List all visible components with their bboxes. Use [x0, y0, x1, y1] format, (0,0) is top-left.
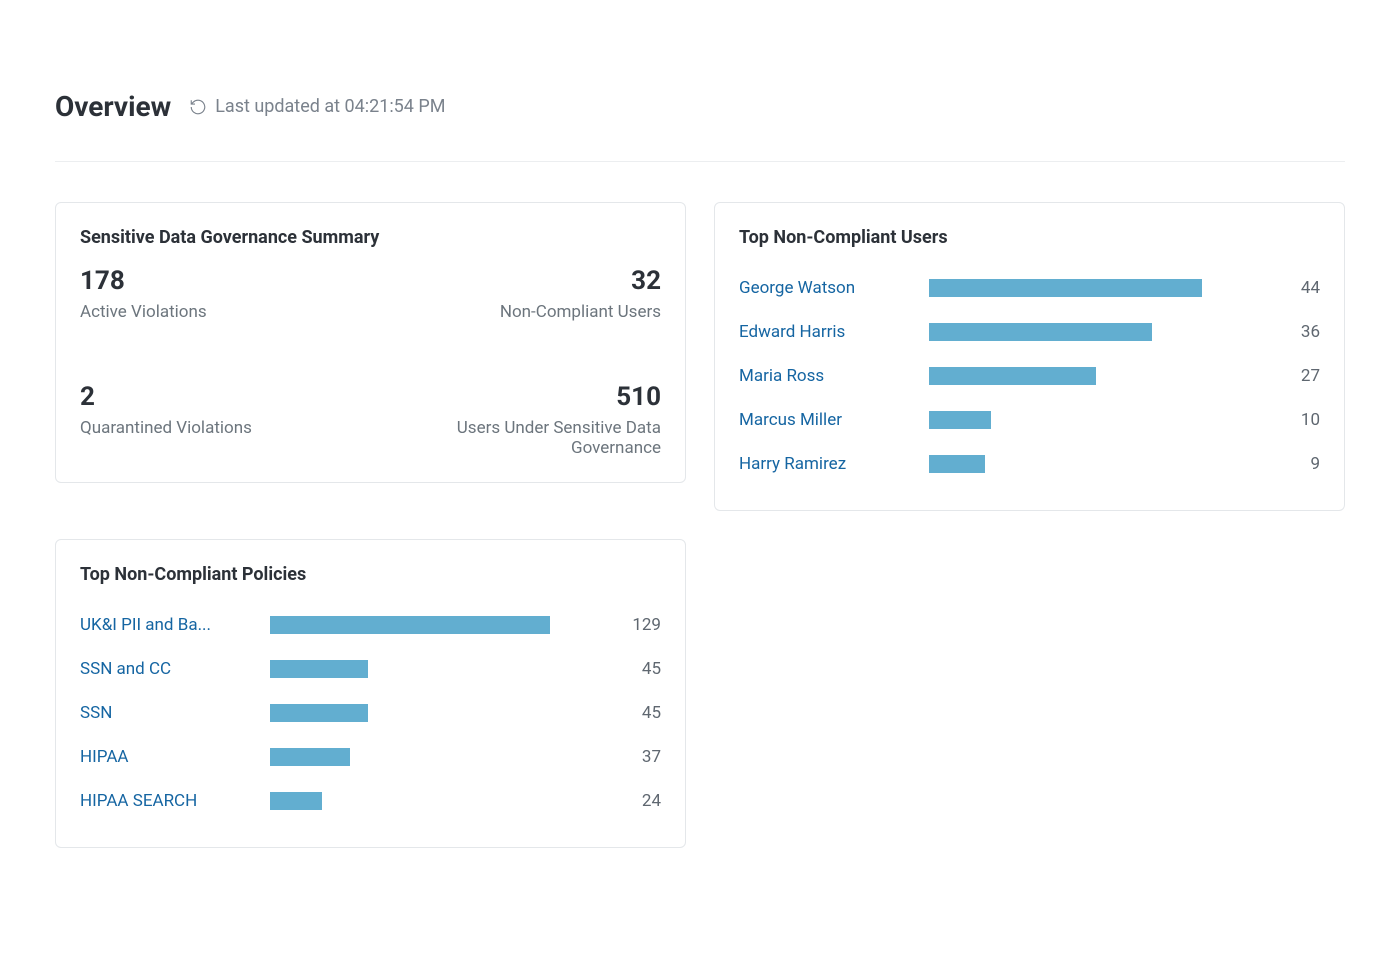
bar-fill: [929, 411, 991, 429]
bar-fill: [929, 367, 1096, 385]
bar-fill: [929, 323, 1152, 341]
bar-fill: [270, 748, 350, 766]
bar-value: 36: [1270, 322, 1320, 342]
metric-value: 2: [80, 382, 371, 412]
last-updated-text: Last updated at 04:21:54 PM: [215, 96, 445, 117]
bar-fill: [929, 279, 1202, 297]
bar-value: 24: [611, 791, 661, 811]
bar-fill: [270, 660, 368, 678]
bar-label-link[interactable]: Harry Ramirez: [739, 454, 929, 474]
page-title: Overview: [55, 90, 171, 123]
policies-card-title: Top Non-Compliant Policies: [80, 564, 661, 585]
bar-track: [929, 411, 1270, 429]
bar-track: [929, 455, 1270, 473]
bar-value: 129: [611, 615, 661, 635]
bar-track: [270, 616, 611, 634]
bar-label-link[interactable]: HIPAA: [80, 747, 270, 767]
bar-label-link[interactable]: Edward Harris: [739, 322, 929, 342]
bar-track: [929, 367, 1270, 385]
bar-value: 10: [1270, 410, 1320, 430]
bar-label-link[interactable]: George Watson: [739, 278, 929, 298]
page-container: Overview Last updated at 04:21:54 PM Sen…: [0, 0, 1400, 966]
bar-row: Marcus Miller 10: [739, 398, 1320, 442]
summary-card-title: Sensitive Data Governance Summary: [80, 227, 661, 248]
summary-metric: 2 Quarantined Violations: [80, 382, 371, 458]
policies-card: Top Non-Compliant Policies UK&I PII and …: [55, 539, 686, 848]
users-bar-list: George Watson 44 Edward Harris 36 Maria Ross…: [739, 266, 1320, 486]
metric-label: Non-Compliant Users: [500, 302, 661, 322]
metric-value: 510: [616, 382, 661, 412]
metric-label: Active Violations: [80, 302, 371, 322]
bar-value: 45: [611, 703, 661, 723]
metric-value: 32: [631, 266, 661, 296]
bar-row: SSN and CC 45: [80, 647, 661, 691]
bar-label-link[interactable]: HIPAA SEARCH: [80, 791, 270, 811]
bar-value: 9: [1270, 454, 1320, 474]
dashboard-grid: Sensitive Data Governance Summary 178 Act…: [55, 202, 1345, 848]
bar-row: George Watson 44: [739, 266, 1320, 310]
page-header: Overview Last updated at 04:21:54 PM: [55, 90, 1345, 162]
users-card-title: Top Non-Compliant Users: [739, 227, 1320, 248]
bar-value: 37: [611, 747, 661, 767]
bar-track: [929, 323, 1270, 341]
summary-metric: 178 Active Violations: [80, 266, 371, 322]
bar-fill: [929, 455, 985, 473]
summary-metric: 32 Non-Compliant Users: [371, 266, 662, 322]
metric-value: 178: [80, 266, 371, 296]
bar-fill: [270, 792, 322, 810]
last-updated-prefix: Last updated at: [215, 96, 344, 117]
bar-track: [929, 279, 1270, 297]
last-updated-group[interactable]: Last updated at 04:21:54 PM: [189, 96, 445, 117]
summary-metrics-grid: 178 Active Violations 32 Non-Compliant User…: [80, 266, 661, 458]
bar-label-link[interactable]: Maria Ross: [739, 366, 929, 386]
summary-card: Sensitive Data Governance Summary 178 Act…: [55, 202, 686, 483]
bar-fill: [270, 704, 368, 722]
policies-bar-list: UK&I PII and Ba... 129 SSN and CC 45 SSN 45 HI…: [80, 603, 661, 823]
bar-value: 44: [1270, 278, 1320, 298]
bar-row: Maria Ross 27: [739, 354, 1320, 398]
summary-metric: 510 Users Under Sensitive Data Governance: [371, 382, 662, 458]
bar-row: HIPAA SEARCH 24: [80, 779, 661, 823]
bar-label-link[interactable]: Marcus Miller: [739, 410, 929, 430]
metric-label: Quarantined Violations: [80, 418, 371, 438]
bar-row: Edward Harris 36: [739, 310, 1320, 354]
bar-label-link[interactable]: SSN: [80, 703, 270, 723]
bar-fill: [270, 616, 550, 634]
refresh-icon: [189, 98, 207, 116]
metric-label: Users Under Sensitive Data Governance: [371, 418, 662, 458]
last-updated-time: 04:21:54 PM: [345, 96, 446, 117]
bar-track: [270, 748, 611, 766]
bar-row: UK&I PII and Ba... 129: [80, 603, 661, 647]
bar-label-link[interactable]: UK&I PII and Ba...: [80, 615, 270, 635]
bar-row: HIPAA 37: [80, 735, 661, 779]
bar-value: 45: [611, 659, 661, 679]
bar-track: [270, 704, 611, 722]
bar-row: Harry Ramirez 9: [739, 442, 1320, 486]
users-card: Top Non-Compliant Users George Watson 44 E…: [714, 202, 1345, 511]
bar-row: SSN 45: [80, 691, 661, 735]
bar-track: [270, 660, 611, 678]
bar-value: 27: [1270, 366, 1320, 386]
bar-label-link[interactable]: SSN and CC: [80, 659, 270, 679]
bar-track: [270, 792, 611, 810]
